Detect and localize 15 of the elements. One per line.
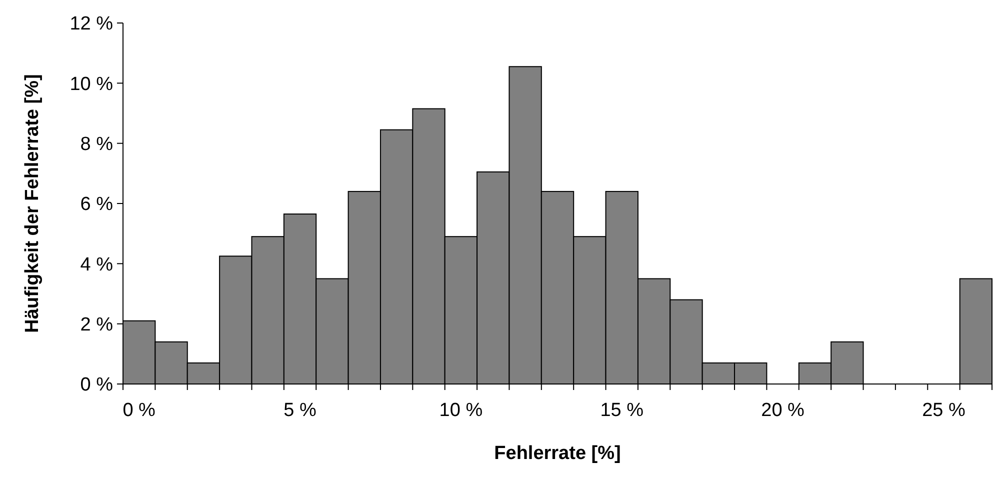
x-tick-label: 20 % [761,400,805,421]
x-tick-label: 5 % [284,400,316,421]
x-tick-label: 10 % [439,400,483,421]
y-tick-label: 4 % [80,254,114,276]
x-tick-label: 0 % [122,400,156,421]
x-tick-label: 25 % [922,400,966,421]
y-tick-label: 8 % [80,134,114,155]
x-axis-title: Fehlerrate [%] [494,443,621,464]
x-tick-label: 15 % [600,400,644,421]
y-axis-title: Häufigkeit der Fehlerrate [%] [22,74,43,333]
y-tick-label: 2 % [80,314,114,336]
y-tick-label: 10 % [70,74,114,95]
y-tick-label: 6 % [80,194,114,216]
y-tick-label: 0 % [80,374,114,396]
y-tick-label: 12 % [70,14,114,35]
